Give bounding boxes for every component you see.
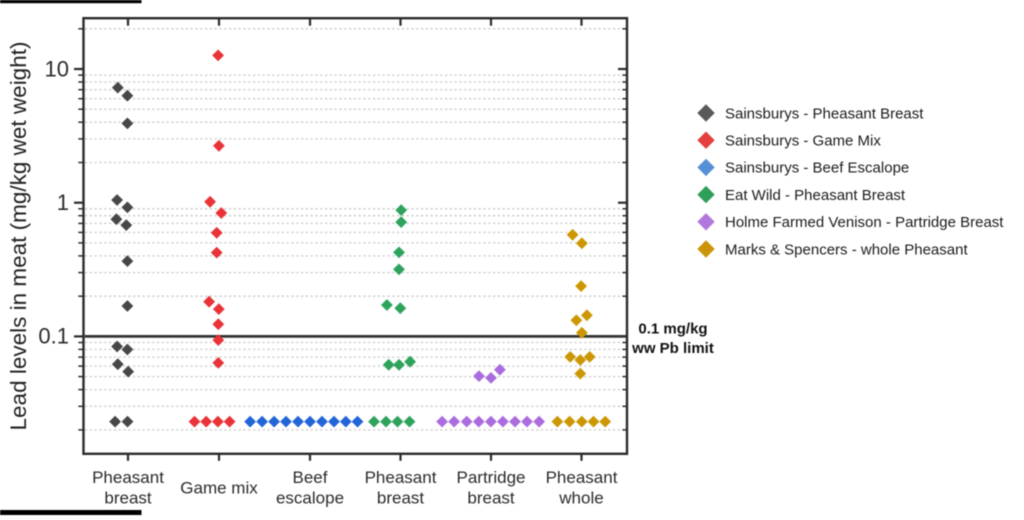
svg-text:10: 10	[45, 56, 69, 81]
svg-text:Pheasant: Pheasant	[365, 468, 437, 487]
svg-text:whole: whole	[558, 489, 603, 508]
svg-text:Sainsburys - Pheasant Breast: Sainsburys - Pheasant Breast	[725, 105, 924, 122]
svg-text:Game mix: Game mix	[180, 478, 258, 497]
svg-text:escalope: escalope	[276, 489, 344, 508]
svg-text:Pheasant: Pheasant	[546, 468, 618, 487]
svg-text:Holme Farmed Venison - Partrid: Holme Farmed Venison - Partridge Breast	[725, 214, 1004, 231]
svg-text:breast: breast	[467, 489, 515, 508]
svg-text:breast: breast	[104, 489, 152, 508]
svg-text:breast: breast	[377, 489, 425, 508]
svg-text:Sainsburys - Beef Escalope: Sainsburys - Beef Escalope	[725, 160, 909, 177]
svg-text:Eat Wild - Pheasant Breast: Eat Wild - Pheasant Breast	[725, 187, 906, 204]
svg-text:0.1 mg/kg: 0.1 mg/kg	[638, 321, 707, 338]
svg-text:Marks & Spencers - whole Pheas: Marks & Spencers - whole Pheasant	[725, 241, 968, 258]
svg-text:Sainsburys - Game Mix: Sainsburys - Game Mix	[725, 133, 881, 150]
svg-text:1: 1	[57, 190, 69, 215]
svg-text:0.1: 0.1	[38, 324, 69, 349]
svg-text:Pheasant: Pheasant	[92, 468, 164, 487]
svg-text:Lead levels in meat (mg/kg wet: Lead levels in meat (mg/kg wet weight)	[6, 42, 31, 431]
svg-text:ww Pb limit: ww Pb limit	[631, 340, 714, 357]
svg-text:Partridge: Partridge	[457, 468, 526, 487]
svg-text:Beef: Beef	[293, 468, 328, 487]
